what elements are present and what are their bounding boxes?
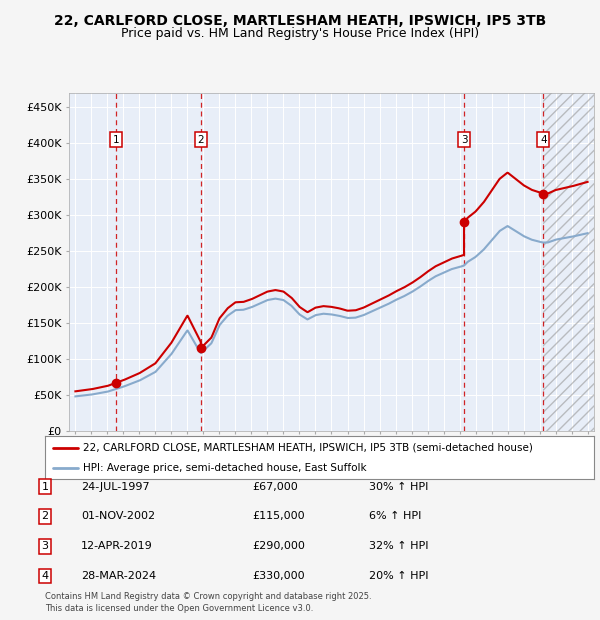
Text: £290,000: £290,000 xyxy=(252,541,305,551)
Text: £330,000: £330,000 xyxy=(252,571,305,581)
Text: Contains HM Land Registry data © Crown copyright and database right 2025.: Contains HM Land Registry data © Crown c… xyxy=(45,592,371,601)
Text: 4: 4 xyxy=(41,571,49,581)
Text: 28-MAR-2024: 28-MAR-2024 xyxy=(81,571,156,581)
Text: 1: 1 xyxy=(113,135,119,144)
Text: 24-JUL-1997: 24-JUL-1997 xyxy=(81,482,149,492)
Text: 20% ↑ HPI: 20% ↑ HPI xyxy=(369,571,428,581)
Text: 3: 3 xyxy=(461,135,467,144)
Text: HPI: Average price, semi-detached house, East Suffolk: HPI: Average price, semi-detached house,… xyxy=(83,463,367,473)
Text: This data is licensed under the Open Government Licence v3.0.: This data is licensed under the Open Gov… xyxy=(45,603,313,613)
Text: 12-APR-2019: 12-APR-2019 xyxy=(81,541,153,551)
Text: 01-NOV-2002: 01-NOV-2002 xyxy=(81,512,155,521)
Text: £67,000: £67,000 xyxy=(252,482,298,492)
Text: 3: 3 xyxy=(41,541,49,551)
Text: 4: 4 xyxy=(540,135,547,144)
Text: 32% ↑ HPI: 32% ↑ HPI xyxy=(369,541,428,551)
Bar xyxy=(543,93,594,431)
Text: 1: 1 xyxy=(41,482,49,492)
Text: 22, CARLFORD CLOSE, MARTLESHAM HEATH, IPSWICH, IP5 3TB (semi-detached house): 22, CARLFORD CLOSE, MARTLESHAM HEATH, IP… xyxy=(83,443,533,453)
Text: 2: 2 xyxy=(197,135,204,144)
Text: Price paid vs. HM Land Registry's House Price Index (HPI): Price paid vs. HM Land Registry's House … xyxy=(121,27,479,40)
Text: 2: 2 xyxy=(41,512,49,521)
Text: 6% ↑ HPI: 6% ↑ HPI xyxy=(369,512,421,521)
Text: £115,000: £115,000 xyxy=(252,512,305,521)
Text: 22, CARLFORD CLOSE, MARTLESHAM HEATH, IPSWICH, IP5 3TB: 22, CARLFORD CLOSE, MARTLESHAM HEATH, IP… xyxy=(54,14,546,28)
Text: 30% ↑ HPI: 30% ↑ HPI xyxy=(369,482,428,492)
